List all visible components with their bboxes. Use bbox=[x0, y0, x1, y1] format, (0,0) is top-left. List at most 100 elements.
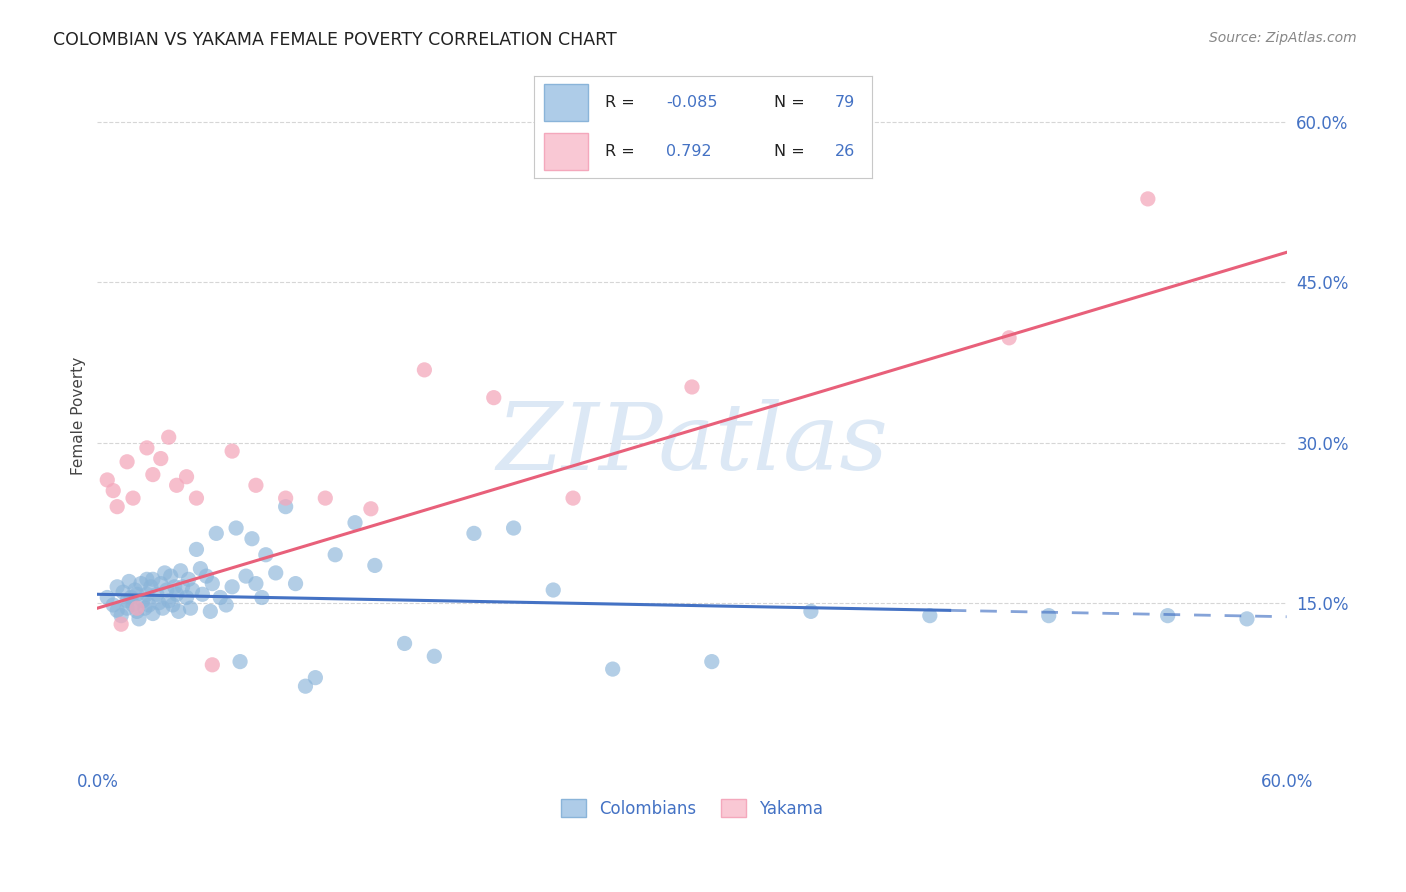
Point bbox=[149, 451, 172, 466]
Point bbox=[364, 558, 387, 573]
Bar bbox=[544, 133, 588, 170]
Text: COLOMBIAN VS YAKAMA FEMALE POVERTY CORRELATION CHART: COLOMBIAN VS YAKAMA FEMALE POVERTY CORRE… bbox=[53, 31, 617, 49]
Point bbox=[135, 587, 157, 601]
Point bbox=[166, 587, 188, 601]
Point bbox=[167, 604, 190, 618]
Point bbox=[413, 363, 436, 377]
Point bbox=[129, 576, 152, 591]
Point bbox=[502, 521, 524, 535]
Point bbox=[112, 585, 135, 599]
Point bbox=[125, 604, 148, 618]
Point bbox=[142, 572, 165, 586]
Point bbox=[103, 598, 125, 612]
Point bbox=[176, 469, 198, 483]
Point bbox=[115, 593, 138, 607]
Text: R =: R = bbox=[605, 145, 640, 160]
Point bbox=[169, 564, 191, 578]
Point bbox=[179, 601, 201, 615]
Point bbox=[103, 483, 125, 498]
Point bbox=[156, 582, 179, 597]
Point bbox=[394, 636, 416, 650]
Point bbox=[163, 580, 186, 594]
Point bbox=[162, 598, 184, 612]
Point bbox=[245, 576, 267, 591]
Point bbox=[122, 491, 145, 505]
Point bbox=[998, 331, 1021, 345]
Point bbox=[96, 473, 118, 487]
Point bbox=[148, 596, 170, 610]
Point bbox=[294, 679, 316, 693]
Point bbox=[235, 569, 257, 583]
Point bbox=[125, 587, 148, 601]
Point bbox=[191, 587, 214, 601]
Point bbox=[142, 607, 165, 621]
Point bbox=[134, 601, 156, 615]
Point bbox=[96, 591, 118, 605]
Point bbox=[274, 500, 297, 514]
Text: R =: R = bbox=[605, 95, 640, 110]
Point bbox=[195, 569, 218, 583]
Text: 0.792: 0.792 bbox=[666, 145, 711, 160]
Point bbox=[200, 604, 222, 618]
Point bbox=[562, 491, 585, 505]
Point bbox=[1038, 608, 1060, 623]
Text: 26: 26 bbox=[835, 145, 855, 160]
Point bbox=[800, 604, 823, 618]
Point bbox=[135, 441, 157, 455]
Point bbox=[186, 542, 208, 557]
Point bbox=[423, 649, 446, 664]
Point bbox=[304, 671, 326, 685]
Point bbox=[221, 580, 243, 594]
Point bbox=[110, 617, 132, 632]
Point bbox=[132, 593, 155, 607]
Text: -0.085: -0.085 bbox=[666, 95, 717, 110]
Y-axis label: Female Poverty: Female Poverty bbox=[72, 357, 86, 475]
Point bbox=[1156, 608, 1178, 623]
Point bbox=[245, 478, 267, 492]
Text: 79: 79 bbox=[835, 95, 855, 110]
Point bbox=[166, 478, 188, 492]
Point bbox=[201, 657, 224, 672]
Point bbox=[360, 501, 382, 516]
Point bbox=[159, 569, 181, 583]
Point bbox=[482, 391, 505, 405]
Point bbox=[157, 593, 180, 607]
Point bbox=[152, 601, 174, 615]
Point bbox=[115, 601, 138, 615]
Point bbox=[201, 576, 224, 591]
Point bbox=[149, 576, 172, 591]
Point bbox=[221, 444, 243, 458]
Bar bbox=[544, 84, 588, 121]
Text: N =: N = bbox=[773, 145, 810, 160]
Point bbox=[142, 467, 165, 482]
Point bbox=[120, 591, 142, 605]
Point bbox=[250, 591, 273, 605]
Point bbox=[122, 598, 145, 612]
Point bbox=[146, 587, 169, 601]
Point bbox=[314, 491, 336, 505]
Point bbox=[254, 548, 277, 562]
Point bbox=[681, 380, 703, 394]
Point bbox=[700, 655, 723, 669]
Point bbox=[323, 548, 346, 562]
Point bbox=[209, 591, 232, 605]
Point bbox=[124, 582, 146, 597]
Point bbox=[264, 566, 287, 580]
Point bbox=[918, 608, 941, 623]
Point bbox=[190, 561, 212, 575]
Point bbox=[284, 576, 307, 591]
Point bbox=[181, 582, 204, 597]
Point bbox=[602, 662, 624, 676]
Point bbox=[105, 500, 128, 514]
Point bbox=[205, 526, 228, 541]
Point bbox=[240, 532, 263, 546]
Point bbox=[274, 491, 297, 505]
Point bbox=[135, 572, 157, 586]
Point bbox=[186, 491, 208, 505]
Text: N =: N = bbox=[773, 95, 810, 110]
Point bbox=[176, 591, 198, 605]
Legend: Colombians, Yakama: Colombians, Yakama bbox=[554, 793, 830, 824]
Point bbox=[128, 612, 150, 626]
Point bbox=[115, 455, 138, 469]
Point bbox=[1236, 612, 1258, 626]
